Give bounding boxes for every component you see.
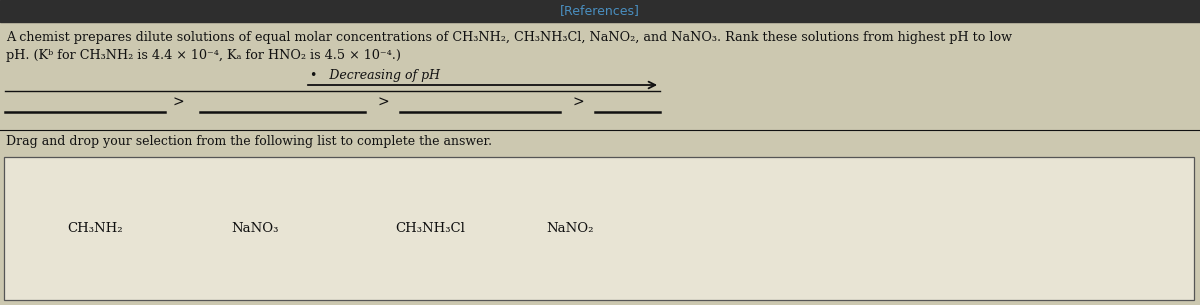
Bar	[4, 157, 1194, 300]
Text: A chemist prepares dilute solutions of equal molar concentrations of CH₃NH₂, CH₃: A chemist prepares dilute solutions of e…	[6, 30, 1012, 44]
Text: >: >	[572, 96, 584, 110]
Text: •   Decreasing of pH: • Decreasing of pH	[310, 70, 440, 82]
Text: [References]: [References]	[560, 5, 640, 17]
Text: Drag and drop your selection from the following list to complete the answer.: Drag and drop your selection from the fo…	[6, 135, 492, 149]
Text: pH. (Kᵇ for CH₃NH₂ is 4.4 × 10⁻⁴, Kₐ for HNO₂ is 4.5 × 10⁻⁴.): pH. (Kᵇ for CH₃NH₂ is 4.4 × 10⁻⁴, Kₐ for…	[6, 48, 401, 62]
Text: >: >	[377, 96, 389, 110]
Text: NaNO₃: NaNO₃	[232, 222, 278, 235]
Text: NaNO₂: NaNO₂	[546, 222, 594, 235]
Text: CH₃NH₂: CH₃NH₂	[67, 222, 122, 235]
Text: >: >	[172, 96, 184, 110]
Bar	[0, 0, 1200, 22]
Text: CH₃NH₃Cl: CH₃NH₃Cl	[395, 222, 464, 235]
